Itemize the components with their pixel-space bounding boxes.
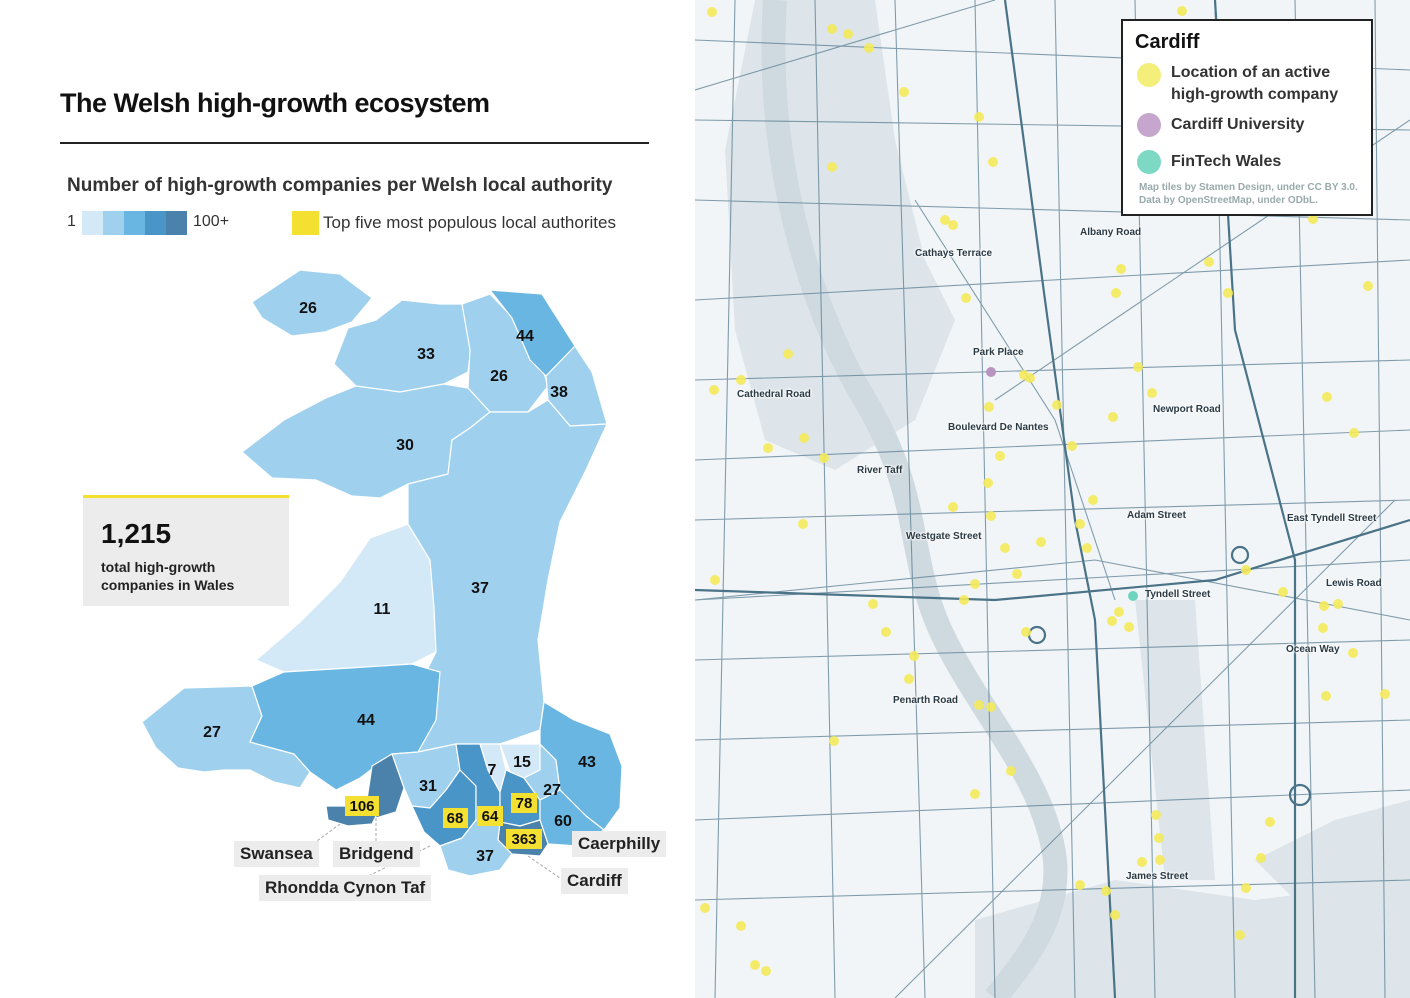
- highlight-rhondda: [477, 806, 503, 826]
- value-denbighshire-flint: 44: [516, 328, 534, 345]
- value-carmarthenshire: 44: [357, 712, 375, 729]
- callout-bridgend: Bridgend: [333, 841, 420, 867]
- region-vale-of-glamorgan: [439, 819, 513, 877]
- total-stat-card: 1,215 total high-growth companies in Wal…: [83, 495, 289, 606]
- value-caerphilly: 78: [516, 795, 533, 812]
- street-label-12: Lewis Road: [1326, 578, 1382, 589]
- region-anglesey: [251, 269, 373, 337]
- street-label-13: Ocean Way: [1286, 644, 1340, 655]
- value-blaenau: 15: [513, 754, 531, 771]
- total-stat-value: 1,215: [101, 518, 172, 549]
- river-taff: [761, 0, 1068, 998]
- legend-swatch-4: [145, 211, 166, 235]
- street-label-11: Tyndell Street: [1145, 589, 1211, 600]
- legend-highlight-swatch: [292, 211, 319, 235]
- value-gwynedd-south: 30: [396, 437, 414, 454]
- value-bridgend: 68: [447, 810, 464, 827]
- value-pembrokeshire: 27: [203, 724, 221, 741]
- street-label-1: Albany Road: [1080, 227, 1142, 238]
- value-merthyr: 7: [488, 762, 497, 779]
- value-torfaen: 27: [543, 782, 561, 799]
- value-gwynedd-north: 33: [417, 346, 435, 363]
- legend-highlight-label: Top five most populous local authorites: [323, 213, 616, 232]
- street-label-2: Cathays Terrace: [915, 248, 993, 259]
- total-stat-label: total high-growth companies in Wales: [101, 559, 235, 593]
- value-neath-port-talbot: 31: [419, 778, 437, 795]
- callout-caerphilly: Caerphilly: [572, 831, 667, 857]
- dock-east: [1255, 800, 1410, 900]
- street-label-9: East Tyndell Street: [1287, 513, 1377, 524]
- legend-fintech-label: FinTech Wales: [1171, 153, 1282, 170]
- legend-swatch-1: [82, 211, 103, 235]
- legend-min-label: 1: [67, 213, 76, 230]
- wales-choropleth: 26 33 26 44 38 30 11 37 27 44 31 7 15 27…: [141, 269, 623, 881]
- value-vale-of-glamorgan: 37: [476, 848, 494, 865]
- page-title: The Welsh high-growth ecosystem: [60, 88, 490, 118]
- legend-max-label: 100+: [193, 213, 230, 230]
- map-legend-title: Cardiff: [1135, 31, 1200, 53]
- company-dots: [700, 6, 1390, 976]
- highlight-bridgend: [443, 808, 468, 828]
- cardiff-map-legend: Cardiff Location of an active high-growt…: [1121, 19, 1373, 216]
- legend-swatch-5: [166, 211, 187, 235]
- title-divider: [60, 142, 649, 144]
- university-dot-icon: [1137, 113, 1161, 137]
- legend-swatch-2: [103, 211, 124, 235]
- value-conwy: 26: [490, 368, 508, 385]
- street-label-4: Cathedral Road: [737, 389, 811, 400]
- street-label-14: Penarth Road: [893, 695, 959, 706]
- company-dot-icon: [1137, 63, 1161, 87]
- value-newport: 60: [554, 813, 572, 830]
- region-conwy: [461, 293, 549, 413]
- map-subtitle: Number of high-growth companies per Wels…: [67, 175, 613, 196]
- highlight-swansea: [345, 796, 379, 816]
- value-wrexham: 38: [550, 384, 568, 401]
- street-label-7: River Taff: [857, 465, 903, 476]
- bay-water: [975, 880, 1410, 998]
- map-credit: Map tiles by Stamen Design, under CC BY …: [1139, 182, 1358, 206]
- street-label-5: Newport Road: [1153, 404, 1221, 415]
- region-powys: [407, 399, 608, 753]
- street-label-15: James Street: [1126, 871, 1189, 882]
- street-label-10: Westgate Street: [906, 531, 982, 542]
- dock-basin: [1135, 600, 1215, 880]
- callout-swansea: Swansea: [234, 841, 319, 867]
- legend-university-label: Cardiff University: [1171, 116, 1305, 133]
- street-label-3: Park Place: [973, 347, 1024, 358]
- street-label-6: Boulevard De Nantes: [948, 422, 1049, 433]
- fintech-dot-icon: [1137, 150, 1161, 174]
- callout-cardiff: Cardiff: [561, 868, 628, 894]
- wales-panel: The Welsh high-growth ecosystem Number o…: [0, 0, 695, 998]
- value-anglesey: 26: [299, 300, 317, 317]
- cardiff-map-panel[interactable]: Albany Road Cathays Terrace Park Place C…: [695, 0, 1410, 998]
- value-swansea: 106: [349, 798, 374, 815]
- value-monmouthshire: 43: [578, 754, 596, 771]
- region-monmouthshire: [539, 701, 623, 831]
- value-ceredigion: 11: [374, 601, 391, 618]
- highlight-cardiff: [506, 829, 542, 849]
- legend-swatch-3: [124, 211, 145, 235]
- legend-company-label: Location of an active high-growth compan…: [1171, 64, 1339, 103]
- value-powys: 37: [471, 580, 489, 597]
- street-label-8: Adam Street: [1127, 510, 1186, 521]
- value-rhondda: 64: [482, 808, 499, 825]
- callout-rhondda: Rhondda Cynon Taf: [259, 875, 432, 901]
- cardiff-university-marker: [986, 367, 996, 377]
- leader-cardiff: [527, 855, 561, 879]
- fintech-wales-marker: [1128, 591, 1138, 601]
- value-cardiff: 363: [511, 831, 536, 848]
- highlight-caerphilly: [511, 793, 537, 813]
